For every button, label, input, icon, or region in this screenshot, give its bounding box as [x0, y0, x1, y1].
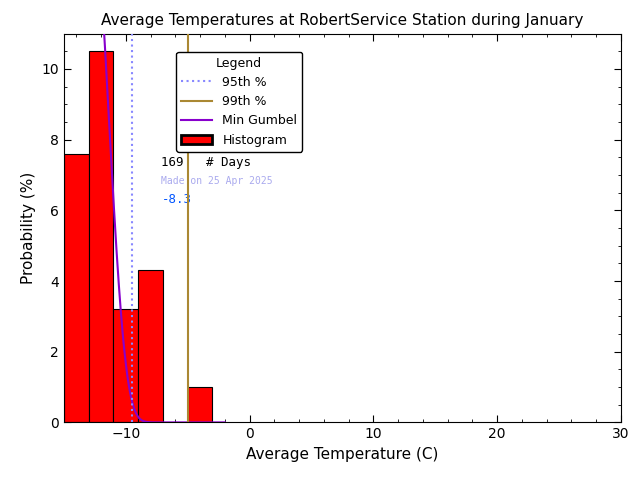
- Bar: [138, 270, 163, 422]
- Title: Average Temperatures at RobertService Station during January: Average Temperatures at RobertService St…: [101, 13, 584, 28]
- X-axis label: Average Temperature (C): Average Temperature (C): [246, 447, 438, 462]
- Text: 169   # Days: 169 # Days: [161, 156, 252, 169]
- Bar: [188, 387, 212, 422]
- Legend: 95th %, 99th %, Min Gumbel, Histogram: 95th %, 99th %, Min Gumbel, Histogram: [176, 51, 302, 152]
- Text: Made on 25 Apr 2025: Made on 25 Apr 2025: [161, 176, 273, 185]
- Text: -8.3: -8.3: [161, 193, 191, 206]
- Bar: [64, 154, 89, 422]
- Y-axis label: Probability (%): Probability (%): [21, 172, 36, 284]
- Bar: [113, 309, 138, 422]
- Bar: [89, 51, 113, 422]
